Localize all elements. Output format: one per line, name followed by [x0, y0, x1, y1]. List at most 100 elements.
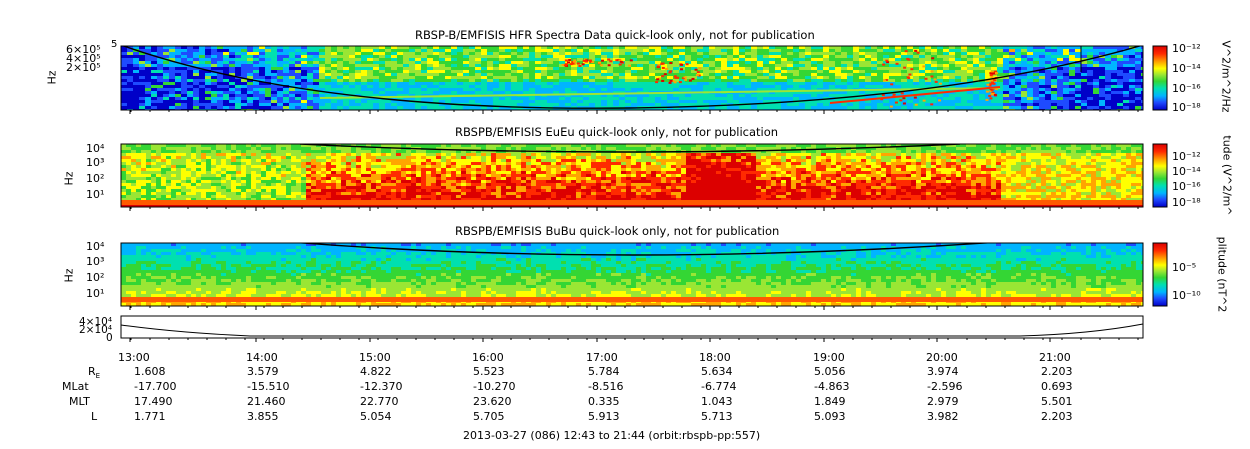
hfr-cell	[997, 55, 1003, 58]
hfr-cell	[1087, 46, 1093, 49]
hfr-cell	[295, 64, 301, 67]
eueu-cell	[266, 195, 271, 198]
hfr-cell	[487, 64, 493, 67]
hfr-cell	[1081, 85, 1087, 88]
hfr-cell	[943, 94, 949, 97]
hfr-cell	[847, 55, 853, 58]
hfr-cell	[241, 49, 247, 52]
hfr-cell	[505, 106, 511, 109]
eueu-cell	[316, 159, 321, 162]
hfr-cell	[925, 85, 931, 88]
hfr-cell	[331, 49, 337, 52]
eueu-cell	[321, 189, 326, 192]
hfr-cell	[451, 100, 457, 103]
hfr-cell	[1129, 100, 1135, 103]
hfr-cell	[775, 58, 781, 61]
hfr-cell	[493, 76, 499, 79]
eueu-cell	[206, 189, 211, 192]
hfr-cell	[949, 70, 955, 73]
eueu-cell	[166, 204, 171, 207]
eueu-cell	[356, 150, 361, 153]
hfr-cell	[625, 67, 631, 70]
hfr-cell	[469, 79, 475, 82]
eueu-cell	[361, 204, 366, 207]
hfr-cell	[463, 97, 469, 100]
hfr-cell	[355, 55, 361, 58]
eueu-cell	[166, 156, 171, 159]
hfr-cell	[949, 106, 955, 109]
eueu-cell	[236, 147, 241, 150]
eueu-cell	[161, 195, 166, 198]
hfr-cell	[355, 97, 361, 100]
hfr-cell	[799, 76, 805, 79]
eueu-cell	[216, 204, 221, 207]
hfr-cell	[625, 97, 631, 100]
hfr-cell	[1117, 97, 1123, 100]
hfr-cell	[169, 52, 175, 55]
hfr-cell	[211, 79, 217, 82]
hfr-cell	[805, 82, 811, 85]
hfr-cell	[331, 70, 337, 73]
hfr-cell	[517, 49, 523, 52]
eueu-cell	[176, 198, 181, 201]
hfr-cell	[325, 64, 331, 67]
hfr-cell	[967, 46, 973, 49]
hfr-cell	[1003, 70, 1009, 73]
hfr-cell	[289, 106, 295, 109]
hfr-cell	[283, 64, 289, 67]
hfr-cell	[769, 79, 775, 82]
hfr-cell	[451, 70, 457, 73]
eueu-cell	[336, 174, 341, 177]
hfr-cell	[559, 91, 565, 94]
hfr-cell	[553, 61, 559, 64]
hfr-cell	[619, 97, 625, 100]
hfr-cell	[1045, 88, 1051, 91]
hfr-cell	[493, 106, 499, 109]
hfr-cell	[931, 52, 937, 55]
eueu-cell	[211, 198, 216, 201]
hfr-cell	[667, 46, 673, 49]
hfr-cell	[337, 55, 343, 58]
hfr-cell	[355, 103, 361, 106]
hfr-cell	[961, 61, 967, 64]
hfr-emission	[567, 61, 571, 64]
hfr-cell	[1021, 85, 1027, 88]
hfr-cell	[373, 106, 379, 109]
eueu-cell	[351, 174, 356, 177]
hfr-cell	[217, 88, 223, 91]
hfr-cell	[235, 52, 241, 55]
hfr-cell	[865, 91, 871, 94]
eueu-cell	[266, 162, 271, 165]
eueu-cell	[291, 177, 296, 180]
hfr-cell	[613, 52, 619, 55]
hfr-cell	[439, 67, 445, 70]
eueu-cell	[166, 171, 171, 174]
eueu-cell	[246, 192, 251, 195]
hfr-cell	[643, 58, 649, 61]
hfr-cell	[211, 94, 217, 97]
eueu-cell	[246, 147, 251, 150]
hfr-cell	[955, 55, 961, 58]
eueu-cell	[281, 168, 286, 171]
hfr-cell	[577, 94, 583, 97]
hfr-cell	[619, 100, 625, 103]
hfr-cell	[577, 70, 583, 73]
hfr-cell	[1141, 58, 1143, 61]
hfr-cell	[937, 94, 943, 97]
hfr-cell	[463, 73, 469, 76]
eueu-cell	[286, 153, 291, 156]
hfr-cell	[817, 55, 823, 58]
hfr-cell	[253, 103, 259, 106]
hfr-cell	[1129, 97, 1135, 100]
eueu-cell	[151, 189, 156, 192]
hfr-cell	[283, 73, 289, 76]
eueu-cell	[366, 189, 371, 192]
hfr-cell	[331, 79, 337, 82]
hfr-cell	[979, 85, 985, 88]
eueu-cell	[246, 180, 251, 183]
eueu-cell	[251, 195, 256, 198]
hfr-cell	[811, 67, 817, 70]
hfr-emission	[990, 70, 994, 73]
hfr-cell	[415, 61, 421, 64]
hfr-cell	[199, 79, 205, 82]
